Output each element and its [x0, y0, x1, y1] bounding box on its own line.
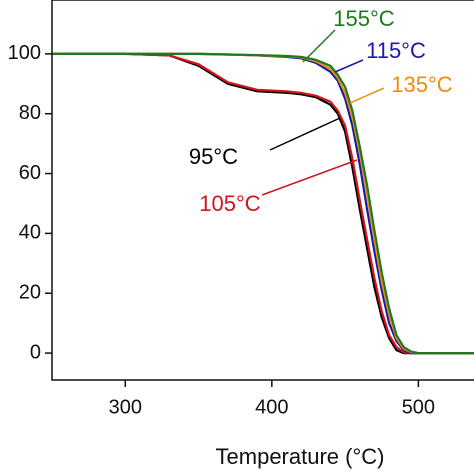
line	[52, 52, 474, 355]
leader-line	[349, 87, 385, 104]
leader-line	[334, 59, 364, 73]
legend-label: 105°C	[199, 191, 261, 216]
y-tick-label: 20	[19, 282, 41, 304]
y-tick-label: 80	[19, 102, 41, 124]
line	[52, 52, 474, 355]
x-tick-label: 500	[402, 396, 435, 418]
y-tick-label: 40	[19, 222, 41, 244]
y-tick-label: 60	[19, 162, 41, 184]
line	[52, 52, 474, 355]
line	[52, 52, 474, 355]
y-tick-label: 100	[8, 42, 41, 64]
x-axis-title: Temperature (°C)	[216, 444, 385, 469]
y-tick-label: 0	[30, 341, 41, 363]
line	[52, 52, 474, 355]
leader-line	[269, 117, 341, 151]
axis-frame	[51, 0, 474, 381]
leader-line	[261, 159, 358, 196]
leader-line	[302, 29, 336, 63]
legend-label: 115°C	[366, 38, 426, 63]
legend-label: 155°C	[333, 6, 395, 31]
legend-label: 95°C	[189, 144, 238, 169]
x-tick-label: 300	[109, 396, 142, 418]
x-tick-label: 400	[255, 396, 288, 418]
legend-label: 135°C	[391, 72, 453, 97]
